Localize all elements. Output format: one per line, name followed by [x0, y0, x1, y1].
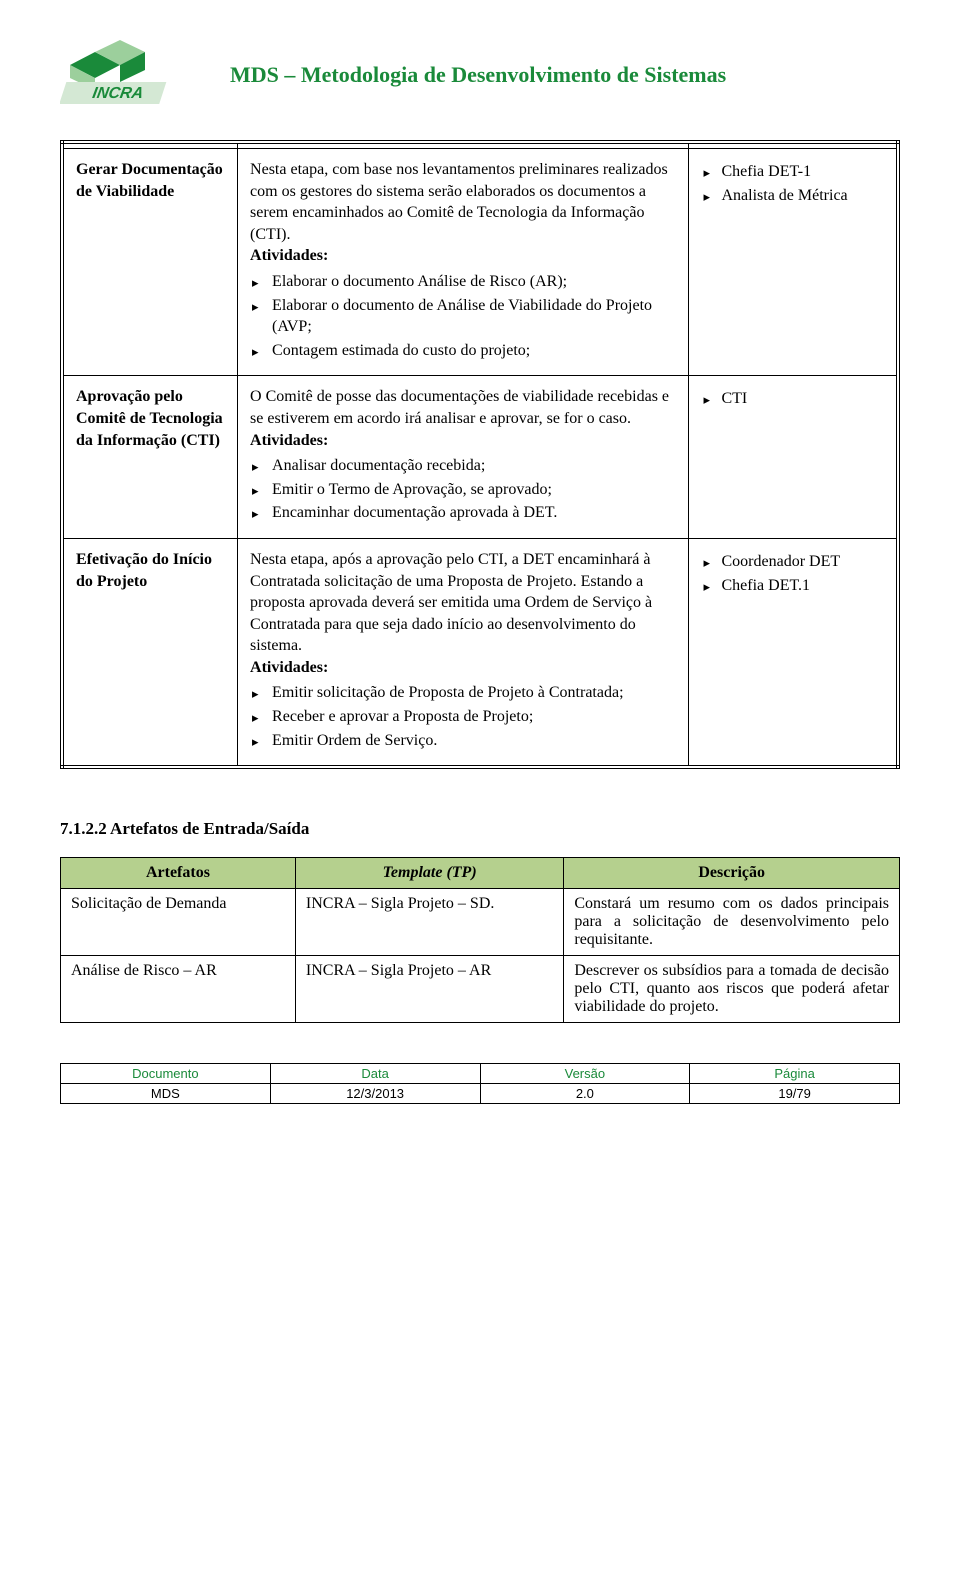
row-name: Aprovação pelo Comitê de Tecnologia da I…	[62, 376, 238, 539]
activities-label: Atividades:	[250, 247, 328, 264]
activity-item: Elaborar o documento de Análise de Viabi…	[272, 295, 676, 338]
activities-label: Atividades:	[250, 659, 328, 676]
artifact-desc: Constará um resumo com os dados principa…	[564, 889, 900, 956]
artifacts-row: Análise de Risco – AR INCRA – Sigla Proj…	[61, 956, 900, 1023]
artifact-name: Solicitação de Demanda	[61, 889, 296, 956]
activity-item: Emitir o Termo de Aprovação, se aprovado…	[272, 479, 676, 501]
footer-header: Data	[270, 1064, 480, 1084]
responsible-item: Coordenador DET	[721, 551, 884, 573]
activity-item: Emitir Ordem de Serviço.	[272, 730, 676, 752]
activities-list: Analisar documentação recebida; Emitir o…	[250, 455, 676, 524]
table-row: Efetivação do Início do Projeto Nesta et…	[62, 538, 898, 767]
incra-logo: INCRA	[60, 40, 200, 110]
footer-header: Documento	[61, 1064, 271, 1084]
activities-label: Atividades:	[250, 432, 328, 449]
activity-item: Receber e aprovar a Proposta de Projeto;	[272, 706, 676, 728]
table-row: Aprovação pelo Comitê de Tecnologia da I…	[62, 376, 898, 539]
row-responsibles: Chefia DET-1 Analista de Métrica	[689, 149, 898, 376]
responsible-item: CTI	[721, 388, 884, 410]
footer-value: 12/3/2013	[270, 1084, 480, 1104]
desc-intro: Nesta etapa, após a aprovação pelo CTI, …	[250, 551, 652, 654]
activities-list: Emitir solicitação de Proposta de Projet…	[250, 682, 676, 751]
activity-item: Emitir solicitação de Proposta de Projet…	[272, 682, 676, 704]
responsible-item: Chefia DET.1	[721, 575, 884, 597]
row-desc: Nesta etapa, após a aprovação pelo CTI, …	[238, 538, 689, 767]
desc-intro: Nesta etapa, com base nos levantamentos …	[250, 161, 668, 243]
footer-header-row: Documento Data Versão Página	[61, 1064, 900, 1084]
row-name: Gerar Documentação de Viabilidade	[62, 149, 238, 376]
artifact-desc: Descrever os subsídios para a tomada de …	[564, 956, 900, 1023]
artifacts-header-row: Artefatos Template (TP) Descrição	[61, 858, 900, 889]
responsible-item: Chefia DET-1	[721, 161, 884, 183]
desc-intro: O Comitê de posse das documentações de v…	[250, 388, 669, 427]
row-name: Efetivação do Início do Projeto	[62, 538, 238, 767]
artifact-template: INCRA – Sigla Projeto – AR	[295, 956, 563, 1023]
artifact-name: Análise de Risco – AR	[61, 956, 296, 1023]
header-title: MDS – Metodologia de Desenvolvimento de …	[230, 62, 900, 88]
activity-item: Analisar documentação recebida;	[272, 455, 676, 477]
footer-table: Documento Data Versão Página MDS 12/3/20…	[60, 1063, 900, 1104]
footer-header: Página	[690, 1064, 900, 1084]
activities-list: Elaborar o documento Análise de Risco (A…	[250, 271, 676, 361]
responsible-item: Analista de Métrica	[721, 185, 884, 207]
artifacts-header: Template (TP)	[295, 858, 563, 889]
row-responsibles: Coordenador DET Chefia DET.1	[689, 538, 898, 767]
section-heading: 7.1.2.2 Artefatos de Entrada/Saída	[60, 819, 900, 839]
artifacts-header: Artefatos	[61, 858, 296, 889]
table-row: Gerar Documentação de Viabilidade Nesta …	[62, 149, 898, 376]
artifacts-row: Solicitação de Demanda INCRA – Sigla Pro…	[61, 889, 900, 956]
row-desc: O Comitê de posse das documentações de v…	[238, 376, 689, 539]
footer-value: 2.0	[480, 1084, 690, 1104]
row-responsibles: CTI	[689, 376, 898, 539]
footer-value: MDS	[61, 1084, 271, 1104]
activity-item: Encaminhar documentação aprovada à DET.	[272, 502, 676, 524]
row-desc: Nesta etapa, com base nos levantamentos …	[238, 149, 689, 376]
activity-item: Elaborar o documento Análise de Risco (A…	[272, 271, 676, 293]
artifact-template: INCRA – Sigla Projeto – SD.	[295, 889, 563, 956]
artifacts-header: Descrição	[564, 858, 900, 889]
main-process-table: Gerar Documentação de Viabilidade Nesta …	[60, 140, 900, 769]
footer-value-row: MDS 12/3/2013 2.0 19/79	[61, 1084, 900, 1104]
activity-item: Contagem estimada do custo do projeto;	[272, 340, 676, 362]
svg-text:INCRA: INCRA	[91, 84, 145, 102]
page-header: INCRA MDS – Metodologia de Desenvolvimen…	[60, 40, 900, 110]
artifacts-table: Artefatos Template (TP) Descrição Solici…	[60, 857, 900, 1023]
footer-header: Versão	[480, 1064, 690, 1084]
footer-value: 19/79	[690, 1084, 900, 1104]
